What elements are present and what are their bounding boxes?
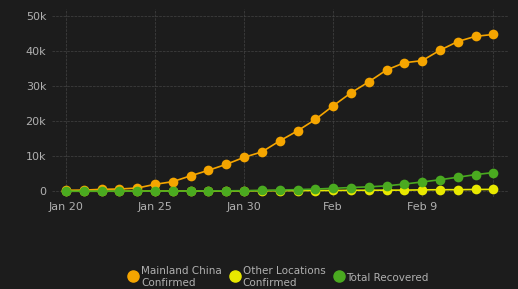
Legend: Mainland China
Confirmed, Other Locations
Confirmed, Total Recovered: Mainland China Confirmed, Other Location… <box>126 262 433 289</box>
